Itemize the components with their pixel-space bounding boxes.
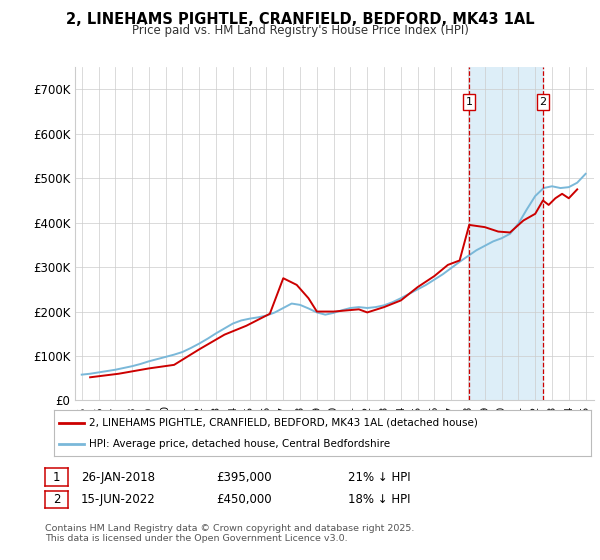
Text: £395,000: £395,000: [216, 470, 272, 484]
Text: Contains HM Land Registry data © Crown copyright and database right 2025.
This d: Contains HM Land Registry data © Crown c…: [45, 524, 415, 543]
Text: 26-JAN-2018: 26-JAN-2018: [81, 470, 155, 484]
Bar: [469, 67, 543, 400]
Text: Price paid vs. HM Land Registry's House Price Index (HPI): Price paid vs. HM Land Registry's House …: [131, 24, 469, 36]
Text: 2, LINEHAMS PIGHTLE, CRANFIELD, BEDFORD, MK43 1AL: 2, LINEHAMS PIGHTLE, CRANFIELD, BEDFORD,…: [65, 12, 535, 27]
Text: £450,000: £450,000: [216, 493, 272, 506]
Text: 18% ↓ HPI: 18% ↓ HPI: [348, 493, 410, 506]
Text: 2: 2: [539, 97, 547, 107]
Text: 1: 1: [53, 470, 60, 484]
Text: HPI: Average price, detached house, Central Bedfordshire: HPI: Average price, detached house, Cent…: [89, 439, 390, 449]
Text: 15-JUN-2022: 15-JUN-2022: [81, 493, 156, 506]
Text: 21% ↓ HPI: 21% ↓ HPI: [348, 470, 410, 484]
Text: 2: 2: [53, 493, 60, 506]
Text: 1: 1: [466, 97, 473, 107]
Text: 2, LINEHAMS PIGHTLE, CRANFIELD, BEDFORD, MK43 1AL (detached house): 2, LINEHAMS PIGHTLE, CRANFIELD, BEDFORD,…: [89, 418, 478, 428]
